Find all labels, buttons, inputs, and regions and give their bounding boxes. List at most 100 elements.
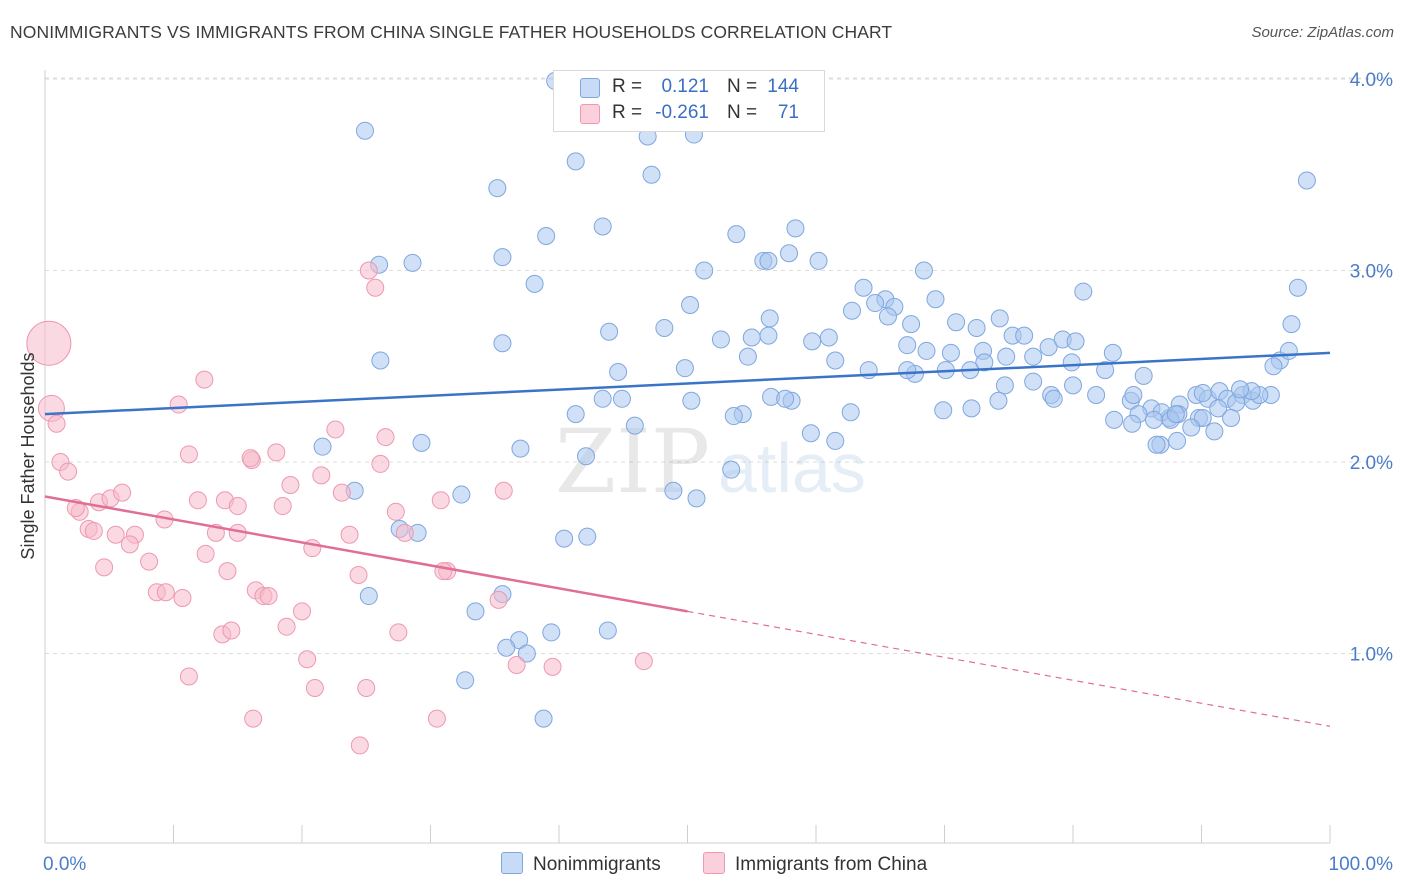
n-value: 71 (777, 102, 799, 123)
point-nonimmigrants (1124, 385, 1143, 404)
point-nonimmigrants (517, 644, 536, 663)
point-nonimmigrants (1193, 408, 1212, 427)
r-label: R = (612, 76, 643, 97)
point-nonimmigrants (866, 294, 885, 313)
point-nonimmigrants (403, 253, 422, 272)
point-nonimmigrants (600, 322, 619, 341)
point-immigrants-china (357, 678, 376, 697)
point-nonimmigrants (355, 121, 374, 140)
point-nonimmigrants (655, 318, 674, 337)
point-immigrants-china (298, 650, 317, 669)
point-nonimmigrants (466, 602, 485, 621)
point-nonimmigrants (780, 244, 799, 263)
trend-line-immigrants-china-extrapolated (687, 610, 1331, 727)
point-nonimmigrants (941, 343, 960, 362)
point-nonimmigrants (934, 401, 953, 420)
point-immigrants-china (218, 562, 237, 581)
point-nonimmigrants (412, 433, 431, 452)
point-immigrants-china (222, 621, 241, 640)
point-immigrants-china (431, 491, 450, 510)
point-nonimmigrants (801, 424, 820, 443)
point-nonimmigrants (1105, 410, 1124, 429)
point-nonimmigrants (642, 165, 661, 184)
point-immigrants-china (312, 466, 331, 485)
point-nonimmigrants (525, 274, 544, 293)
point-nonimmigrants (914, 261, 933, 280)
point-nonimmigrants (742, 328, 761, 347)
n-label: N = (727, 76, 758, 97)
point-nonimmigrants (371, 351, 390, 370)
point-nonimmigrants (1205, 422, 1224, 441)
point-nonimmigrants (803, 332, 822, 351)
point-immigrants-china (179, 445, 198, 464)
point-nonimmigrants (566, 405, 585, 424)
point-nonimmigrants (1015, 326, 1034, 345)
point-nonimmigrants (1282, 315, 1301, 334)
point-immigrants-china (389, 623, 408, 642)
point-nonimmigrants (842, 301, 861, 320)
data-points (26, 71, 1316, 755)
point-nonimmigrants (598, 621, 617, 640)
point-nonimmigrants (1209, 399, 1228, 418)
point-nonimmigrants (995, 376, 1014, 395)
x-tick-label-min: 0.0% (43, 854, 86, 875)
point-nonimmigrants (997, 347, 1016, 366)
point-immigrants-china (106, 525, 125, 544)
y-tick-label: 1.0% (1350, 645, 1393, 666)
point-nonimmigrants (612, 389, 631, 408)
y-axis-label: Single Father Households (18, 352, 38, 559)
point-nonimmigrants (727, 225, 746, 244)
series-immigrants-china (26, 261, 653, 755)
legend-item-immigrants-china[interactable]: Immigrants from China (703, 852, 927, 876)
legend-item-nonimmigrants[interactable]: Nonimmigrants (501, 852, 661, 876)
x-tick-label-max: 100.0% (1329, 854, 1394, 875)
point-immigrants-china (95, 558, 114, 577)
point-nonimmigrants (687, 489, 706, 508)
point-immigrants-china (427, 709, 446, 728)
source-label: Source: ZipAtlas.com (1251, 24, 1394, 41)
point-nonimmigrants (1062, 353, 1081, 372)
point-nonimmigrants (1182, 418, 1201, 437)
grid-lines (45, 77, 1385, 654)
point-immigrants-china (273, 497, 292, 516)
point-nonimmigrants (1087, 385, 1106, 404)
point-nonimmigrants (452, 485, 471, 504)
point-immigrants-china (179, 667, 198, 686)
point-nonimmigrants (1103, 343, 1122, 362)
r-value: -0.261 (655, 102, 709, 123)
y-tick-label: 2.0% (1350, 453, 1393, 474)
point-nonimmigrants (1166, 405, 1185, 424)
point-nonimmigrants (537, 227, 556, 246)
point-nonimmigrants (819, 328, 838, 347)
n-label: N = (727, 102, 758, 123)
point-nonimmigrants (1264, 357, 1283, 376)
point-nonimmigrants (724, 407, 743, 426)
point-immigrants-china (156, 583, 175, 602)
point-nonimmigrants (854, 278, 873, 297)
point-immigrants-china (507, 655, 526, 674)
point-nonimmigrants (759, 326, 778, 345)
point-immigrants-china (489, 590, 508, 609)
point-nonimmigrants (1039, 338, 1058, 357)
point-immigrants-china (305, 678, 324, 697)
point-immigrants-china (267, 443, 286, 462)
chart-title: NONIMMIGRANTS VS IMMIGRANTS FROM CHINA S… (10, 22, 893, 42)
point-nonimmigrants (1144, 410, 1163, 429)
point-nonimmigrants (760, 309, 779, 328)
point-nonimmigrants (1064, 376, 1082, 395)
point-nonimmigrants (456, 671, 475, 690)
point-nonimmigrants (511, 439, 530, 458)
point-immigrants-china (371, 454, 390, 473)
point-nonimmigrants (576, 447, 595, 466)
point-nonimmigrants (695, 261, 714, 280)
point-nonimmigrants (1066, 332, 1085, 351)
point-immigrants-china (196, 544, 215, 563)
point-nonimmigrants (578, 527, 597, 546)
point-nonimmigrants (359, 587, 378, 606)
y-tick-label: 4.0% (1350, 70, 1393, 91)
y-tick-label: 3.0% (1350, 262, 1393, 283)
point-immigrants-china (386, 502, 405, 521)
point-immigrants-china (376, 428, 395, 447)
point-immigrants-china (366, 278, 385, 297)
point-nonimmigrants (1044, 389, 1063, 408)
